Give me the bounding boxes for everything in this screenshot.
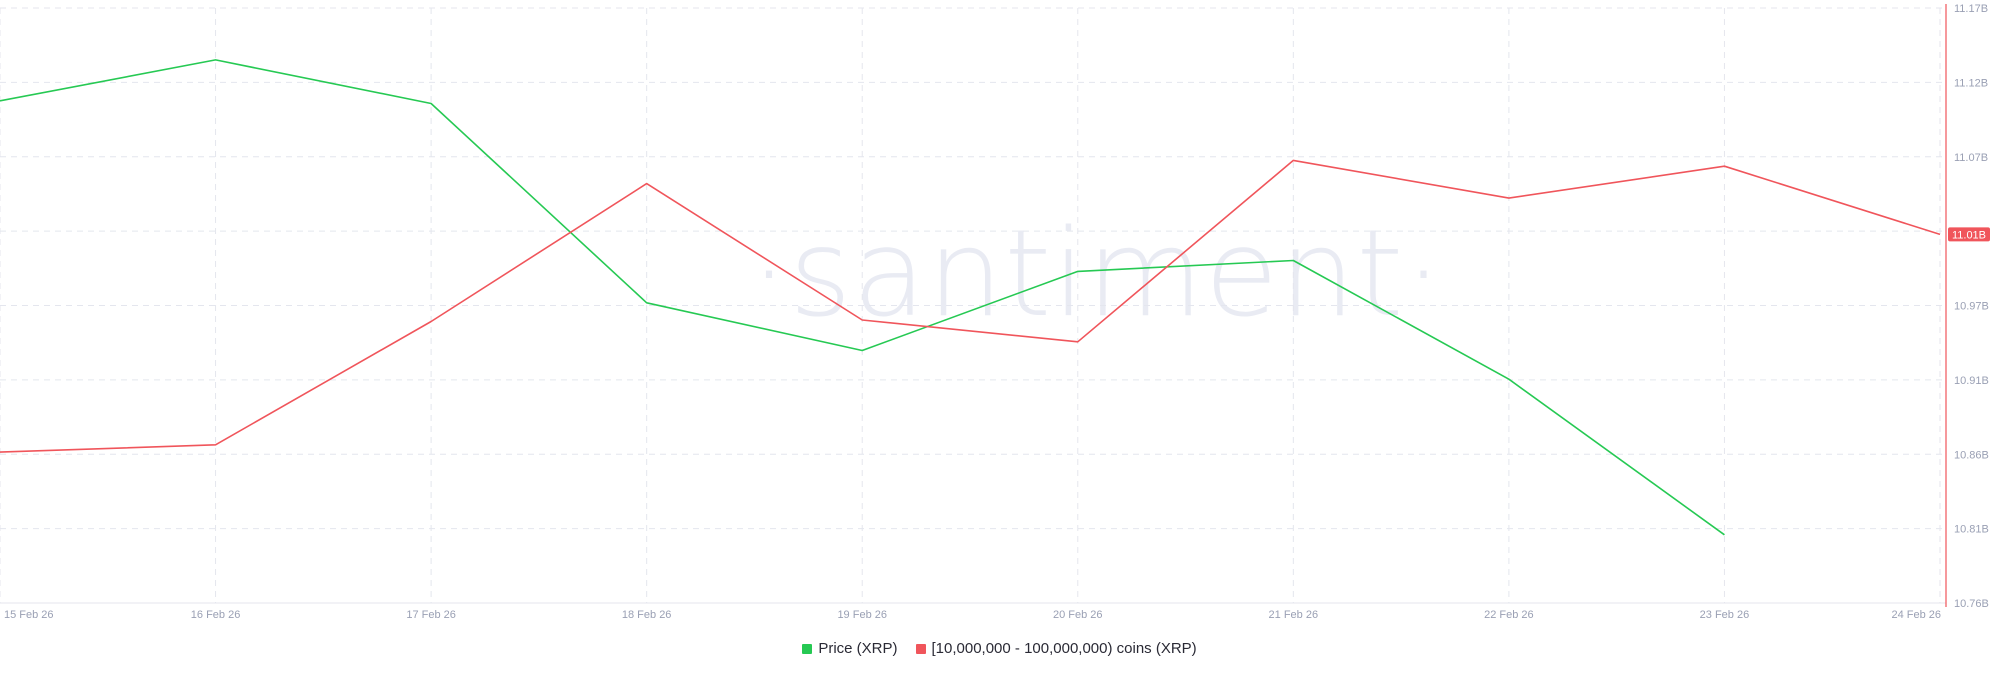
series-line-price	[0, 59, 1725, 536]
x-tick-label: 24 Feb 26	[1891, 609, 1941, 621]
x-tick-label: 17 Feb 26	[406, 609, 456, 621]
legend-item-holders[interactable]: [10,000,000 - 100,000,000) coins (XRP)	[915, 640, 1197, 657]
current-value-label: 11.01B	[1952, 229, 1986, 241]
y-tick-label: 10.91B	[1954, 375, 1989, 387]
x-tick-label: 16 Feb 26	[191, 609, 241, 621]
y-tick-label: 11.07B	[1954, 152, 1988, 164]
x-tick-label: 18 Feb 26	[622, 609, 672, 621]
y-tick-label: 11.17B	[1954, 3, 1988, 15]
y-tick-label: 10.76B	[1954, 598, 1989, 610]
legend-swatch-price	[802, 643, 813, 654]
y-tick-label: 11.12B	[1954, 77, 1988, 89]
y-tick-label: 10.97B	[1954, 301, 1989, 313]
x-tick-label: 21 Feb 26	[1269, 609, 1319, 621]
x-tick-label: 22 Feb 26	[1484, 609, 1534, 621]
x-tick-label: 23 Feb 26	[1700, 609, 1750, 621]
y-tick-label: 10.81B	[1954, 524, 1989, 536]
legend-item-price[interactable]: Price (XRP)	[802, 640, 898, 657]
legend-label-holders: [10,000,000 - 100,000,000) coins (XRP)	[931, 640, 1197, 657]
legend: Price (XRP) [10,000,000 - 100,000,000) c…	[0, 640, 1999, 657]
legend-label-price: Price (XRP)	[818, 640, 898, 657]
x-tick-label: 15 Feb 26	[4, 609, 54, 621]
x-tick-label: 19 Feb 26	[837, 609, 887, 621]
y-tick-label: 10.86B	[1954, 449, 1989, 461]
series-line-holders	[0, 159, 1941, 453]
current-value-badge	[1948, 227, 1990, 242]
x-tick-label: 20 Feb 26	[1053, 609, 1103, 621]
legend-swatch-holders	[915, 643, 926, 654]
